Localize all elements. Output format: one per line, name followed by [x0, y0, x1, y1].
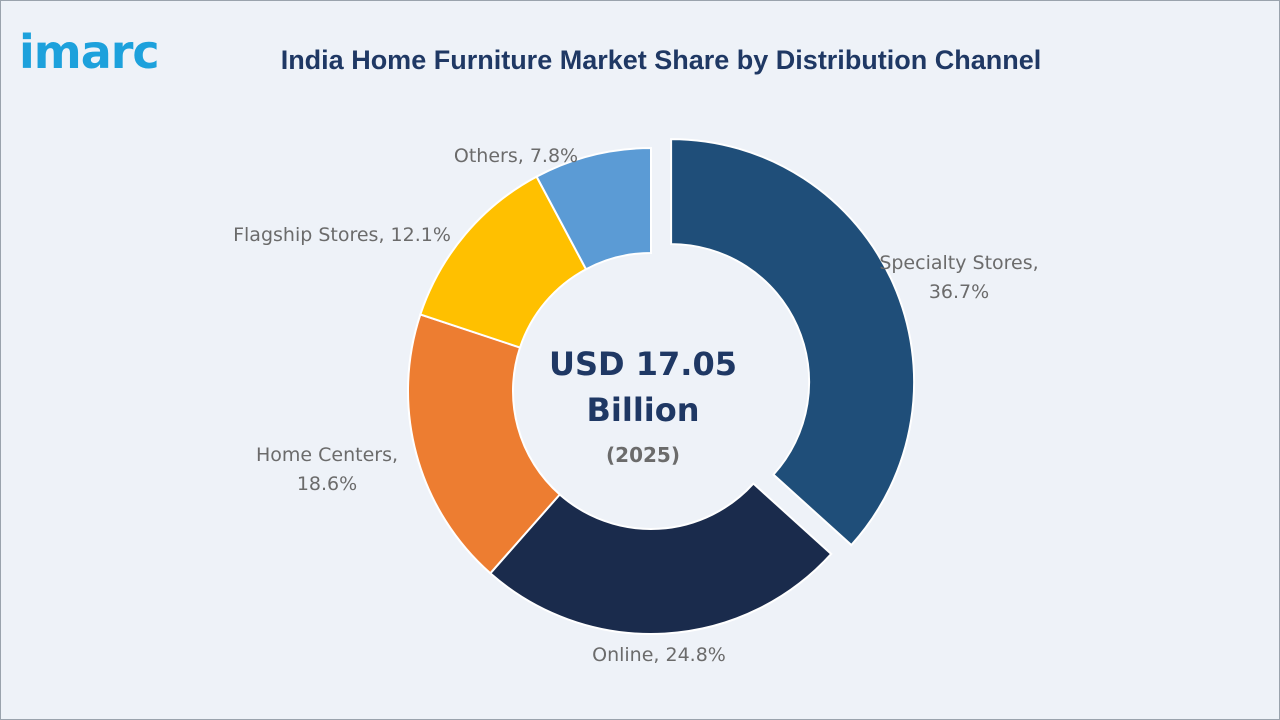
donut-slice-4 — [535, 146, 652, 271]
slice-label-line2: 36.7% — [929, 281, 989, 303]
chart-title: India Home Furniture Market Share by Dis… — [280, 45, 1042, 75]
slice-label-line2: 18.6% — [297, 473, 357, 495]
slice-label-line1: Specialty Stores, — [879, 252, 1038, 274]
imarc-logo: imarc — [19, 25, 160, 79]
slice-label-3: Flagship Stores, 12.1% — [233, 224, 451, 246]
slice-label-line1: Flagship Stores, 12.1% — [233, 224, 451, 246]
slice-label-line1: Home Centers, — [256, 444, 398, 466]
center-value-line2: Billion — [586, 391, 699, 429]
slice-labels: Specialty Stores, 36.7% Online, 24.8% Home … — [233, 145, 1039, 666]
center-value-line1: USD 17.05 — [549, 345, 737, 383]
donut-slice-1 — [488, 482, 833, 635]
slice-label-0: Specialty Stores, 36.7% — [879, 252, 1038, 303]
slice-label-1: Online, 24.8% — [592, 644, 726, 666]
slice-label-2: Home Centers, 18.6% — [256, 444, 398, 495]
slice-label-line1: Online, 24.8% — [592, 644, 726, 666]
slice-label-line1: Others, 7.8% — [454, 145, 578, 167]
donut-slices — [407, 138, 916, 635]
donut-slice-2 — [407, 313, 562, 575]
center-year: (2025) — [606, 443, 680, 467]
slice-label-4: Others, 7.8% — [454, 145, 578, 167]
donut-slice-0 — [670, 138, 916, 547]
